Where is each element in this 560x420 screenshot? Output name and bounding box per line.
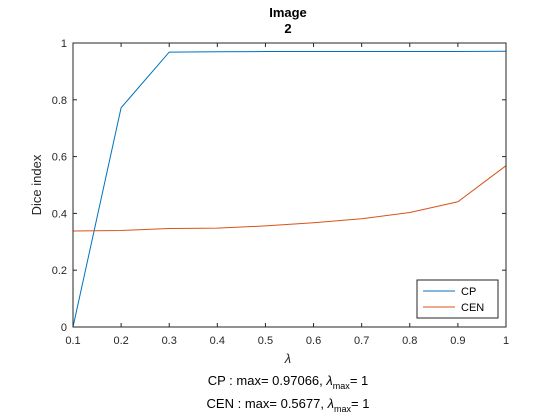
x-tick-label: 0.9 bbox=[450, 335, 465, 347]
y-axis-label: Dice index bbox=[29, 154, 44, 215]
chart-title-line-1: Image bbox=[269, 5, 307, 20]
y-tick-label: 0.8 bbox=[52, 95, 67, 107]
annotation-cp: CP : max= 0.97066, λmax= 1 bbox=[208, 373, 369, 391]
ticks-layer: 0.1 0.2 0.3 0.4 0.5 0.6 0.7 0.8 0.9 1 0 0.2 0.4 0.6 0.… bbox=[52, 38, 509, 347]
x-tick-label: 0.1 bbox=[65, 335, 80, 347]
x-tick-label: 0.8 bbox=[402, 335, 417, 347]
x-tick-label: 0.5 bbox=[258, 335, 273, 347]
y-tick-label: 0.4 bbox=[52, 208, 67, 220]
y-tick-label: 1 bbox=[61, 38, 67, 50]
x-tick-label: 0.2 bbox=[113, 335, 128, 347]
x-tick-label: 1 bbox=[503, 335, 509, 347]
legend-box bbox=[416, 279, 499, 319]
chart-title-line-2: 2 bbox=[284, 21, 291, 36]
series-line-cp bbox=[72, 50, 507, 328]
x-tick-label: 0.3 bbox=[162, 335, 177, 347]
series-line-cen bbox=[72, 165, 507, 232]
x-tick-label: 0.4 bbox=[210, 335, 225, 347]
y-tick-label: 0 bbox=[61, 322, 67, 334]
legend-label-cen: CEN bbox=[461, 302, 484, 314]
annotation-cen: CEN : max= 0.5677, λmax= 1 bbox=[207, 396, 370, 414]
x-axis-label: λ bbox=[284, 351, 291, 366]
y-tick-label: 0.2 bbox=[52, 265, 67, 277]
y-tick-label: 0.6 bbox=[52, 152, 67, 164]
x-tick-label: 0.7 bbox=[354, 335, 369, 347]
x-tick-label: 0.6 bbox=[306, 335, 321, 347]
axes-layer bbox=[72, 42, 507, 328]
axes-box bbox=[72, 42, 507, 328]
legend-label-cp: CP bbox=[461, 286, 476, 298]
legend: CP CEN bbox=[416, 279, 499, 319]
series-layer bbox=[72, 50, 507, 328]
